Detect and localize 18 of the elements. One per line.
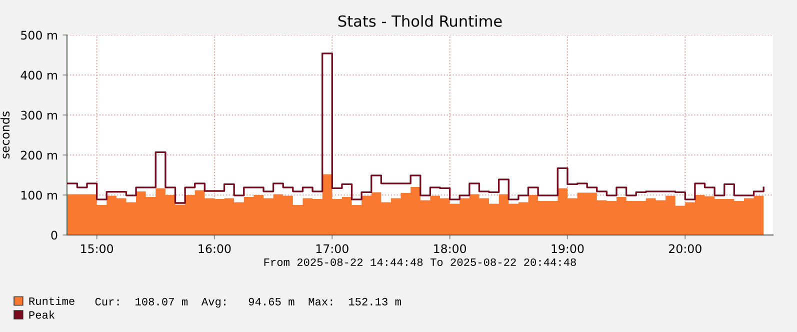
y-tick-label: 200 m	[21, 150, 57, 160]
text: From 2025-08-22 14:44:48 To 2025-08-22 20:44:48	[264, 258, 576, 266]
y-tick-label: 300 m	[21, 110, 57, 120]
y-tick-label: 100 m	[21, 190, 57, 200]
y-tick-label: 0	[51, 230, 58, 240]
legend-label: Runtime	[29, 296, 74, 305]
x-tick-label: 16:00	[198, 244, 231, 254]
x-tick-label: 17:00	[316, 244, 348, 254]
chart-title: Stats - Thold Runtime	[338, 15, 502, 27]
x-tick-label: 18:00	[434, 244, 466, 254]
x-tick-label: 20:00	[668, 244, 702, 254]
legend-label: Peak	[29, 310, 55, 319]
x-tick-label: 15:00	[81, 244, 114, 254]
y-tick-label: 400 m	[20, 70, 57, 80]
x-tick-label: 19:00	[552, 244, 584, 254]
y-tick-label: 500 m	[21, 30, 57, 40]
text: Cur: 108.07 m Avg: 94.65 m Max: 152.13 m	[95, 298, 401, 308]
y-axis-title: seconds	[0, 111, 10, 158]
